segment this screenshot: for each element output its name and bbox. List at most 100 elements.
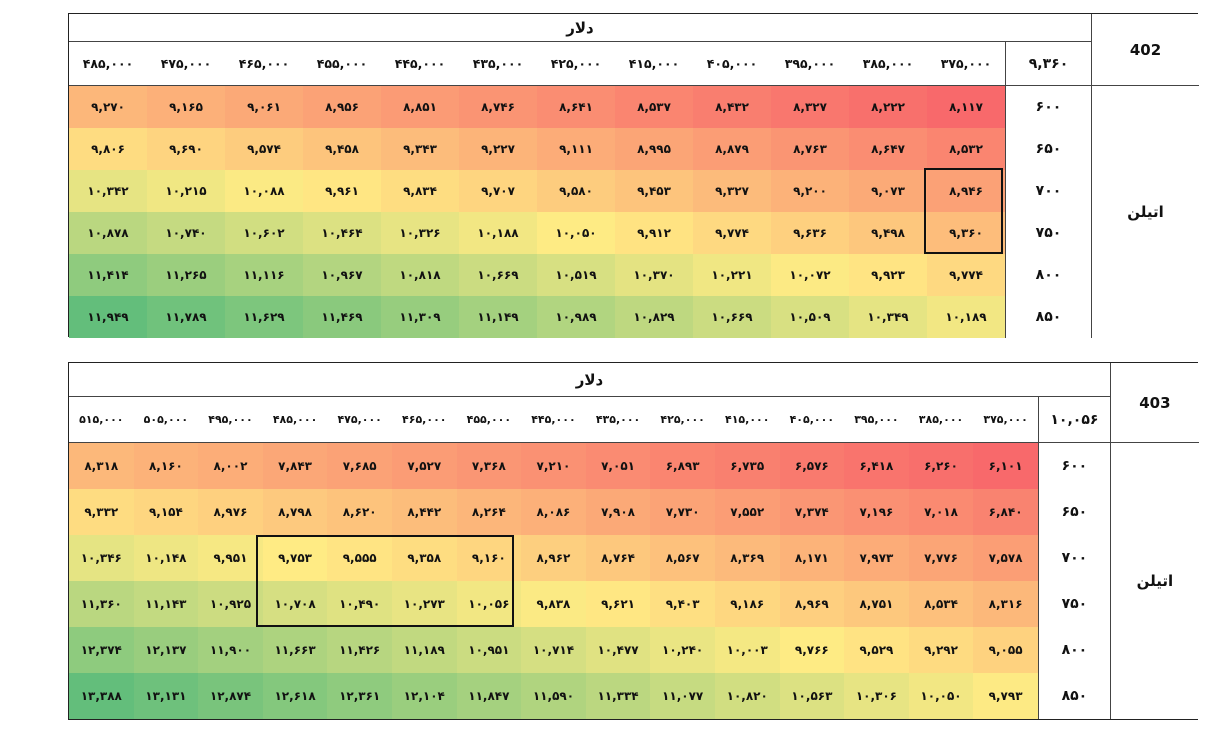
table-cell: ۹,۲۰۰: [771, 170, 849, 212]
table-cell: ۱۰,۶۰۲: [225, 212, 303, 254]
table-cell: ۹,۰۶۱: [225, 86, 303, 128]
table-cell: ۷,۵۲۷: [391, 443, 457, 489]
table-cell: ۱۱,۹۰۰: [198, 627, 263, 673]
row-axis-label: اتیلن: [1091, 86, 1199, 338]
table-cell: ۹,۹۲۳: [849, 254, 927, 296]
column-header: ۴۷۵,۰۰۰: [147, 42, 225, 86]
table-cell: ۹,۶۹۰: [147, 128, 225, 170]
table-cell: ۹,۳۵۸: [391, 535, 457, 581]
column-header: ۴۲۵,۰۰۰: [537, 42, 615, 86]
row-header: ۶۰۰: [1005, 86, 1091, 128]
row-header: ۷۰۰: [1005, 170, 1091, 212]
table-cell: ۱۰,۷۱۴: [521, 627, 586, 673]
column-header: ۴۵۵,۰۰۰: [303, 42, 381, 86]
table-cell: ۹,۹۶۱: [303, 170, 381, 212]
table-cell: ۱۱,۶۶۳: [262, 627, 328, 673]
table-cell: ۱۰,۴۶۴: [303, 212, 381, 254]
table-cell: ۹,۰۵۵: [973, 627, 1038, 673]
table-cell: ۸,۴۳۲: [693, 86, 771, 128]
table-cell: ۱۱,۲۶۵: [147, 254, 225, 296]
table-cell: ۷,۹۷۳: [844, 535, 909, 581]
table-cell: ۱۱,۷۸۹: [147, 296, 225, 338]
table-cell: ۱۰,۳۴۲: [69, 170, 147, 212]
table-cell: ۸,۷۴۶: [459, 86, 537, 128]
table-cell: ۱۱,۴۲۶: [327, 627, 392, 673]
table-id: 402: [1091, 14, 1199, 86]
table-cell: ۱۰,۲۷۳: [391, 581, 457, 627]
table-cell: ۸,۱۱۷: [927, 86, 1005, 128]
row-header: ۸۰۰: [1037, 627, 1110, 673]
table-cell: ۹,۷۶۶: [779, 627, 845, 673]
table-cell: ۱۰,۹۲۵: [198, 581, 263, 627]
table-cell: ۸,۶۴۱: [537, 86, 615, 128]
table-cell: ۸,۵۳۷: [615, 86, 693, 128]
column-header: ۴۴۵,۰۰۰: [381, 42, 459, 86]
table-cell: ۱۰,۵۶۳: [779, 673, 845, 719]
table-cell: ۹,۵۷۴: [225, 128, 303, 170]
table-cell: ۹,۵۲۹: [844, 627, 909, 673]
table-cell: ۱۰,۷۰۸: [262, 581, 328, 627]
table-cell: ۹,۷۵۳: [262, 535, 328, 581]
table-cell: ۸,۶۴۷: [849, 128, 927, 170]
table-cell: ۱۰,۶۶۹: [693, 296, 771, 338]
table-cell: ۱۳,۱۳۱: [133, 673, 199, 719]
table-cell: ۱۲,۸۷۴: [198, 673, 263, 719]
table-cell: ۱۰,۹۵۱: [456, 627, 522, 673]
table-cell: ۸,۰۰۲: [198, 443, 263, 489]
table-cell: ۸,۰۸۶: [521, 489, 586, 535]
table-cell: ۱۰,۰۷۲: [771, 254, 849, 296]
column-header: ۴۰۵,۰۰۰: [779, 397, 845, 443]
table-cell: ۹,۳۴۳: [381, 128, 459, 170]
table-cell: ۹,۲۲۷: [459, 128, 537, 170]
table-cell: ۱۲,۱۳۷: [133, 627, 199, 673]
table-cell: ۶,۸۹۳: [650, 443, 715, 489]
table-cell: ۷,۷۳۰: [650, 489, 715, 535]
table-cell: ۱۰,۹۶۷: [303, 254, 381, 296]
table-cell: ۶,۱۰۱: [973, 443, 1038, 489]
table-cell: ۹,۳۲۷: [693, 170, 771, 212]
table-cell: ۸,۹۶۹: [779, 581, 845, 627]
column-header: ۵۰۵,۰۰۰: [133, 397, 199, 443]
table-cell: ۱۰,۳۰۶: [844, 673, 909, 719]
table-cell: ۱۱,۹۴۹: [69, 296, 147, 338]
table-cell: ۷,۵۷۸: [973, 535, 1038, 581]
row-header: ۶۵۰: [1005, 128, 1091, 170]
row-header: ۷۵۰: [1037, 581, 1110, 627]
table-cell: ۱۰,۱۴۸: [133, 535, 199, 581]
table-cell: ۱۰,۸۷۸: [69, 212, 147, 254]
table-cell: ۸,۱۷۱: [779, 535, 845, 581]
table-cell: ۸,۵۳۴: [908, 581, 974, 627]
table-cell: ۱۰,۸۱۸: [381, 254, 459, 296]
row-header: ۷۰۰: [1037, 535, 1110, 581]
table-cell: ۱۳,۳۸۸: [69, 673, 134, 719]
table-cell: ۱۱,۳۳۴: [585, 673, 651, 719]
table-cell: ۹,۴۵۳: [615, 170, 693, 212]
table-cell: ۸,۷۶۳: [771, 128, 849, 170]
table-cell: ۱۱,۱۴۹: [459, 296, 537, 338]
table-cell: ۹,۲۹۲: [908, 627, 974, 673]
table-cell: ۹,۱۵۴: [133, 489, 199, 535]
table-cell: ۹,۱۶۰: [456, 535, 522, 581]
table-cell: ۱۱,۴۶۹: [303, 296, 381, 338]
column-header: ۳۹۵,۰۰۰: [771, 42, 849, 86]
table-cell: ۷,۳۷۴: [779, 489, 845, 535]
sensitivity-table-402: دلار 402 ۴۸۵,۰۰۰ ۴۷۵,۰۰۰ ۴۶۵,۰۰۰ ۴۵۵,۰۰۰ ۴۴۵,۰…: [68, 13, 1199, 338]
column-header: ۳۷۵,۰۰۰: [973, 397, 1038, 443]
table-cell: ۸,۵۶۷: [650, 535, 715, 581]
corner-base-value: ۱۰,۰۵۶: [1037, 397, 1110, 443]
table-cell: ۸,۳۱۶: [973, 581, 1038, 627]
row-axis-label: اتیلن: [1109, 443, 1199, 719]
column-header: ۵۱۵,۰۰۰: [69, 397, 134, 443]
table-cell: ۷,۳۶۸: [456, 443, 522, 489]
table-cell: ۱۰,۹۸۹: [537, 296, 615, 338]
sensitivity-table-403: دلار 403 ۵۱۵,۰۰۰ ۵۰۵,۰۰۰ ۴۹۵,۰۰۰ ۴۸۵,۰۰۰ ۴۷۵,۰…: [68, 362, 1199, 720]
table-cell: ۹,۲۷۰: [69, 86, 147, 128]
table-cell: ۶,۴۱۸: [844, 443, 909, 489]
table-cell: ۸,۸۷۹: [693, 128, 771, 170]
table-cell: ۱۰,۰۰۳: [714, 627, 780, 673]
table-cell: ۱۰,۵۰۹: [771, 296, 849, 338]
table-cell: ۹,۴۵۸: [303, 128, 381, 170]
table-cell: ۶,۷۳۵: [714, 443, 780, 489]
table-cell: ۱۰,۵۱۹: [537, 254, 615, 296]
table-cell: ۸,۳۱۸: [69, 443, 134, 489]
